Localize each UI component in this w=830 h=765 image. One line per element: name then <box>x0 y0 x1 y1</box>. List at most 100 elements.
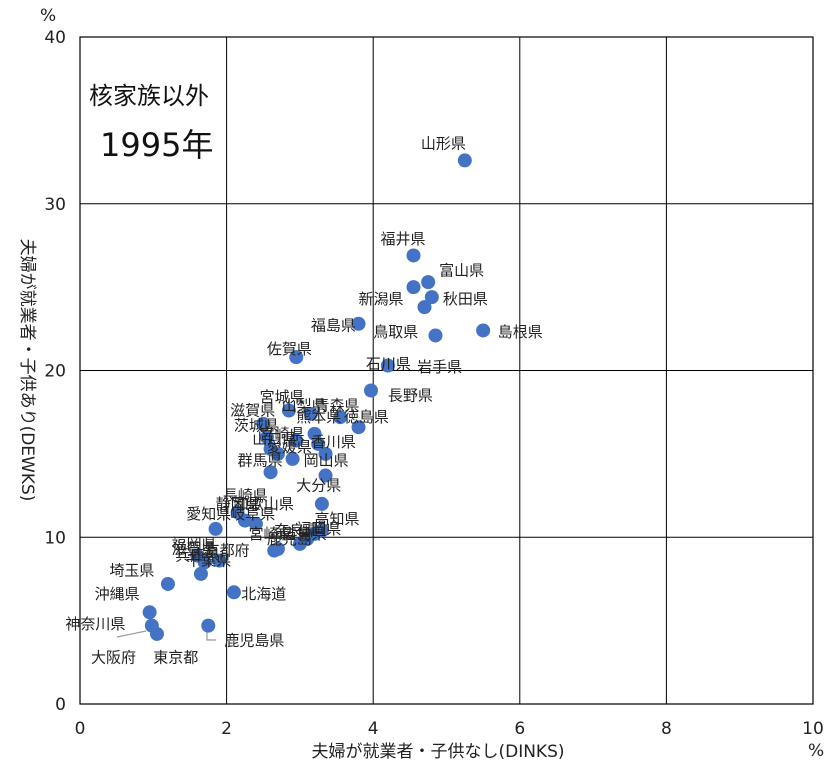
grid-lines <box>80 37 813 704</box>
point-label: 福島県 <box>311 316 356 334</box>
point-label: 山形県 <box>421 135 466 153</box>
data-point <box>212 553 227 568</box>
point-label: 島根県 <box>498 323 543 341</box>
x-tick-label: 6 <box>514 719 525 739</box>
point-label: 茨城県 <box>234 417 279 435</box>
point-label: 岩手県 <box>417 358 462 376</box>
point-label: 滋賀県 <box>230 402 275 420</box>
data-point <box>270 446 285 461</box>
point-label: 奈良県 <box>274 522 319 540</box>
point-label: 京都府 <box>205 542 250 560</box>
point-label: 愛媛県 <box>267 438 312 456</box>
point-label: 鹿児島 <box>267 530 312 548</box>
data-point <box>351 316 366 331</box>
leader-line-kanagawa <box>116 630 147 638</box>
y-axis-title: 夫婦が就業者・子供あり(DEWKS) <box>17 239 37 502</box>
annotation-title: 核家族以外 <box>89 82 209 110</box>
data-point <box>197 555 212 570</box>
data-point <box>201 618 216 633</box>
data-point <box>307 526 322 541</box>
annotation-year: 1995年 <box>100 126 213 164</box>
point-label: 富山県 <box>439 261 484 279</box>
point-label: 秋田県 <box>443 290 488 308</box>
data-point <box>270 541 285 556</box>
data-point <box>289 350 304 365</box>
data-point <box>380 358 395 373</box>
y-unit-label: % <box>40 6 56 26</box>
point-label: 大阪府 <box>91 648 136 666</box>
data-point <box>259 430 274 445</box>
point-label: 岐阜県 <box>230 505 275 523</box>
point-label: 石川県 <box>366 355 411 373</box>
x-unit-label: % <box>808 741 824 761</box>
data-point <box>142 605 157 620</box>
y-tick-label: 30 <box>44 195 66 215</box>
data-point <box>314 496 329 511</box>
data-point <box>476 323 491 338</box>
data-point <box>428 328 443 343</box>
data-point <box>248 516 263 531</box>
x-tick-label: 10 <box>802 719 824 739</box>
data-point <box>406 280 421 295</box>
data-point <box>417 300 432 315</box>
point-label: 兵庫県 <box>175 547 220 565</box>
x-tick-label: 4 <box>368 719 379 739</box>
point-label: 熊本県 <box>296 408 341 426</box>
point-label: 香川県 <box>311 433 356 451</box>
point-label: 鹿児島県 <box>224 632 284 650</box>
x-tick-label: 0 <box>75 719 86 739</box>
point-label: 高知県 <box>315 510 360 528</box>
point-label: 沖縄県 <box>95 585 140 603</box>
data-point <box>318 468 333 483</box>
point-label: 長野県 <box>388 387 433 405</box>
point-label: 山口県 <box>252 430 297 448</box>
y-tick-label: 0 <box>55 695 66 715</box>
point-label: 和歌山県 <box>234 495 294 513</box>
data-point <box>303 406 318 421</box>
point-label: 青森県 <box>315 397 360 415</box>
x-tick-label: 2 <box>221 719 232 739</box>
point-label: 静岡県 <box>216 495 261 513</box>
data-point <box>208 521 223 536</box>
data-point <box>281 403 296 418</box>
point-label: 宮崎県 <box>249 525 294 543</box>
point-label: 鳥取県 <box>373 323 418 341</box>
data-point <box>256 416 271 431</box>
y-tick-label: 40 <box>44 28 66 48</box>
point-label: 山梨県 <box>282 397 327 415</box>
data-point <box>149 626 164 641</box>
y-tick-label: 20 <box>44 362 66 382</box>
data-point <box>318 446 333 461</box>
point-label: 新潟県 <box>359 290 404 308</box>
tick-labels: 0 2 4 6 8 10 0 10 20 30 40 <box>44 28 823 739</box>
point-label: 宮城県 <box>260 388 305 406</box>
point-label: 東京都 <box>153 648 198 666</box>
data-point <box>406 248 421 263</box>
data-point <box>289 433 304 448</box>
point-label: 北海道 <box>241 585 286 603</box>
point-label: 広島県 <box>282 525 327 543</box>
point-label: 長崎県 <box>223 487 268 505</box>
point-label: 宮崎県 <box>260 425 305 443</box>
point-label: 徳島県 <box>344 408 389 426</box>
data-point <box>364 383 379 398</box>
point-label: 滋賀県 <box>172 540 217 558</box>
data-point <box>351 420 366 435</box>
x-tick-label: 8 <box>661 719 672 739</box>
point-label: 大分県 <box>296 477 341 495</box>
data-point <box>333 410 348 425</box>
point-label: 岡山県 <box>304 452 349 470</box>
data-point <box>421 275 436 290</box>
point-label: 千葉県 <box>186 552 231 570</box>
data-point <box>263 465 278 480</box>
point-label: 佐賀県 <box>267 340 312 358</box>
point-label: 福井県 <box>381 230 426 248</box>
point-label: 福岡県 <box>172 535 217 553</box>
data-point <box>285 451 300 466</box>
point-label: 愛知県 <box>186 505 231 523</box>
point-label: 埼玉県 <box>109 562 154 580</box>
leader-lines <box>116 630 216 641</box>
data-points <box>142 153 491 641</box>
